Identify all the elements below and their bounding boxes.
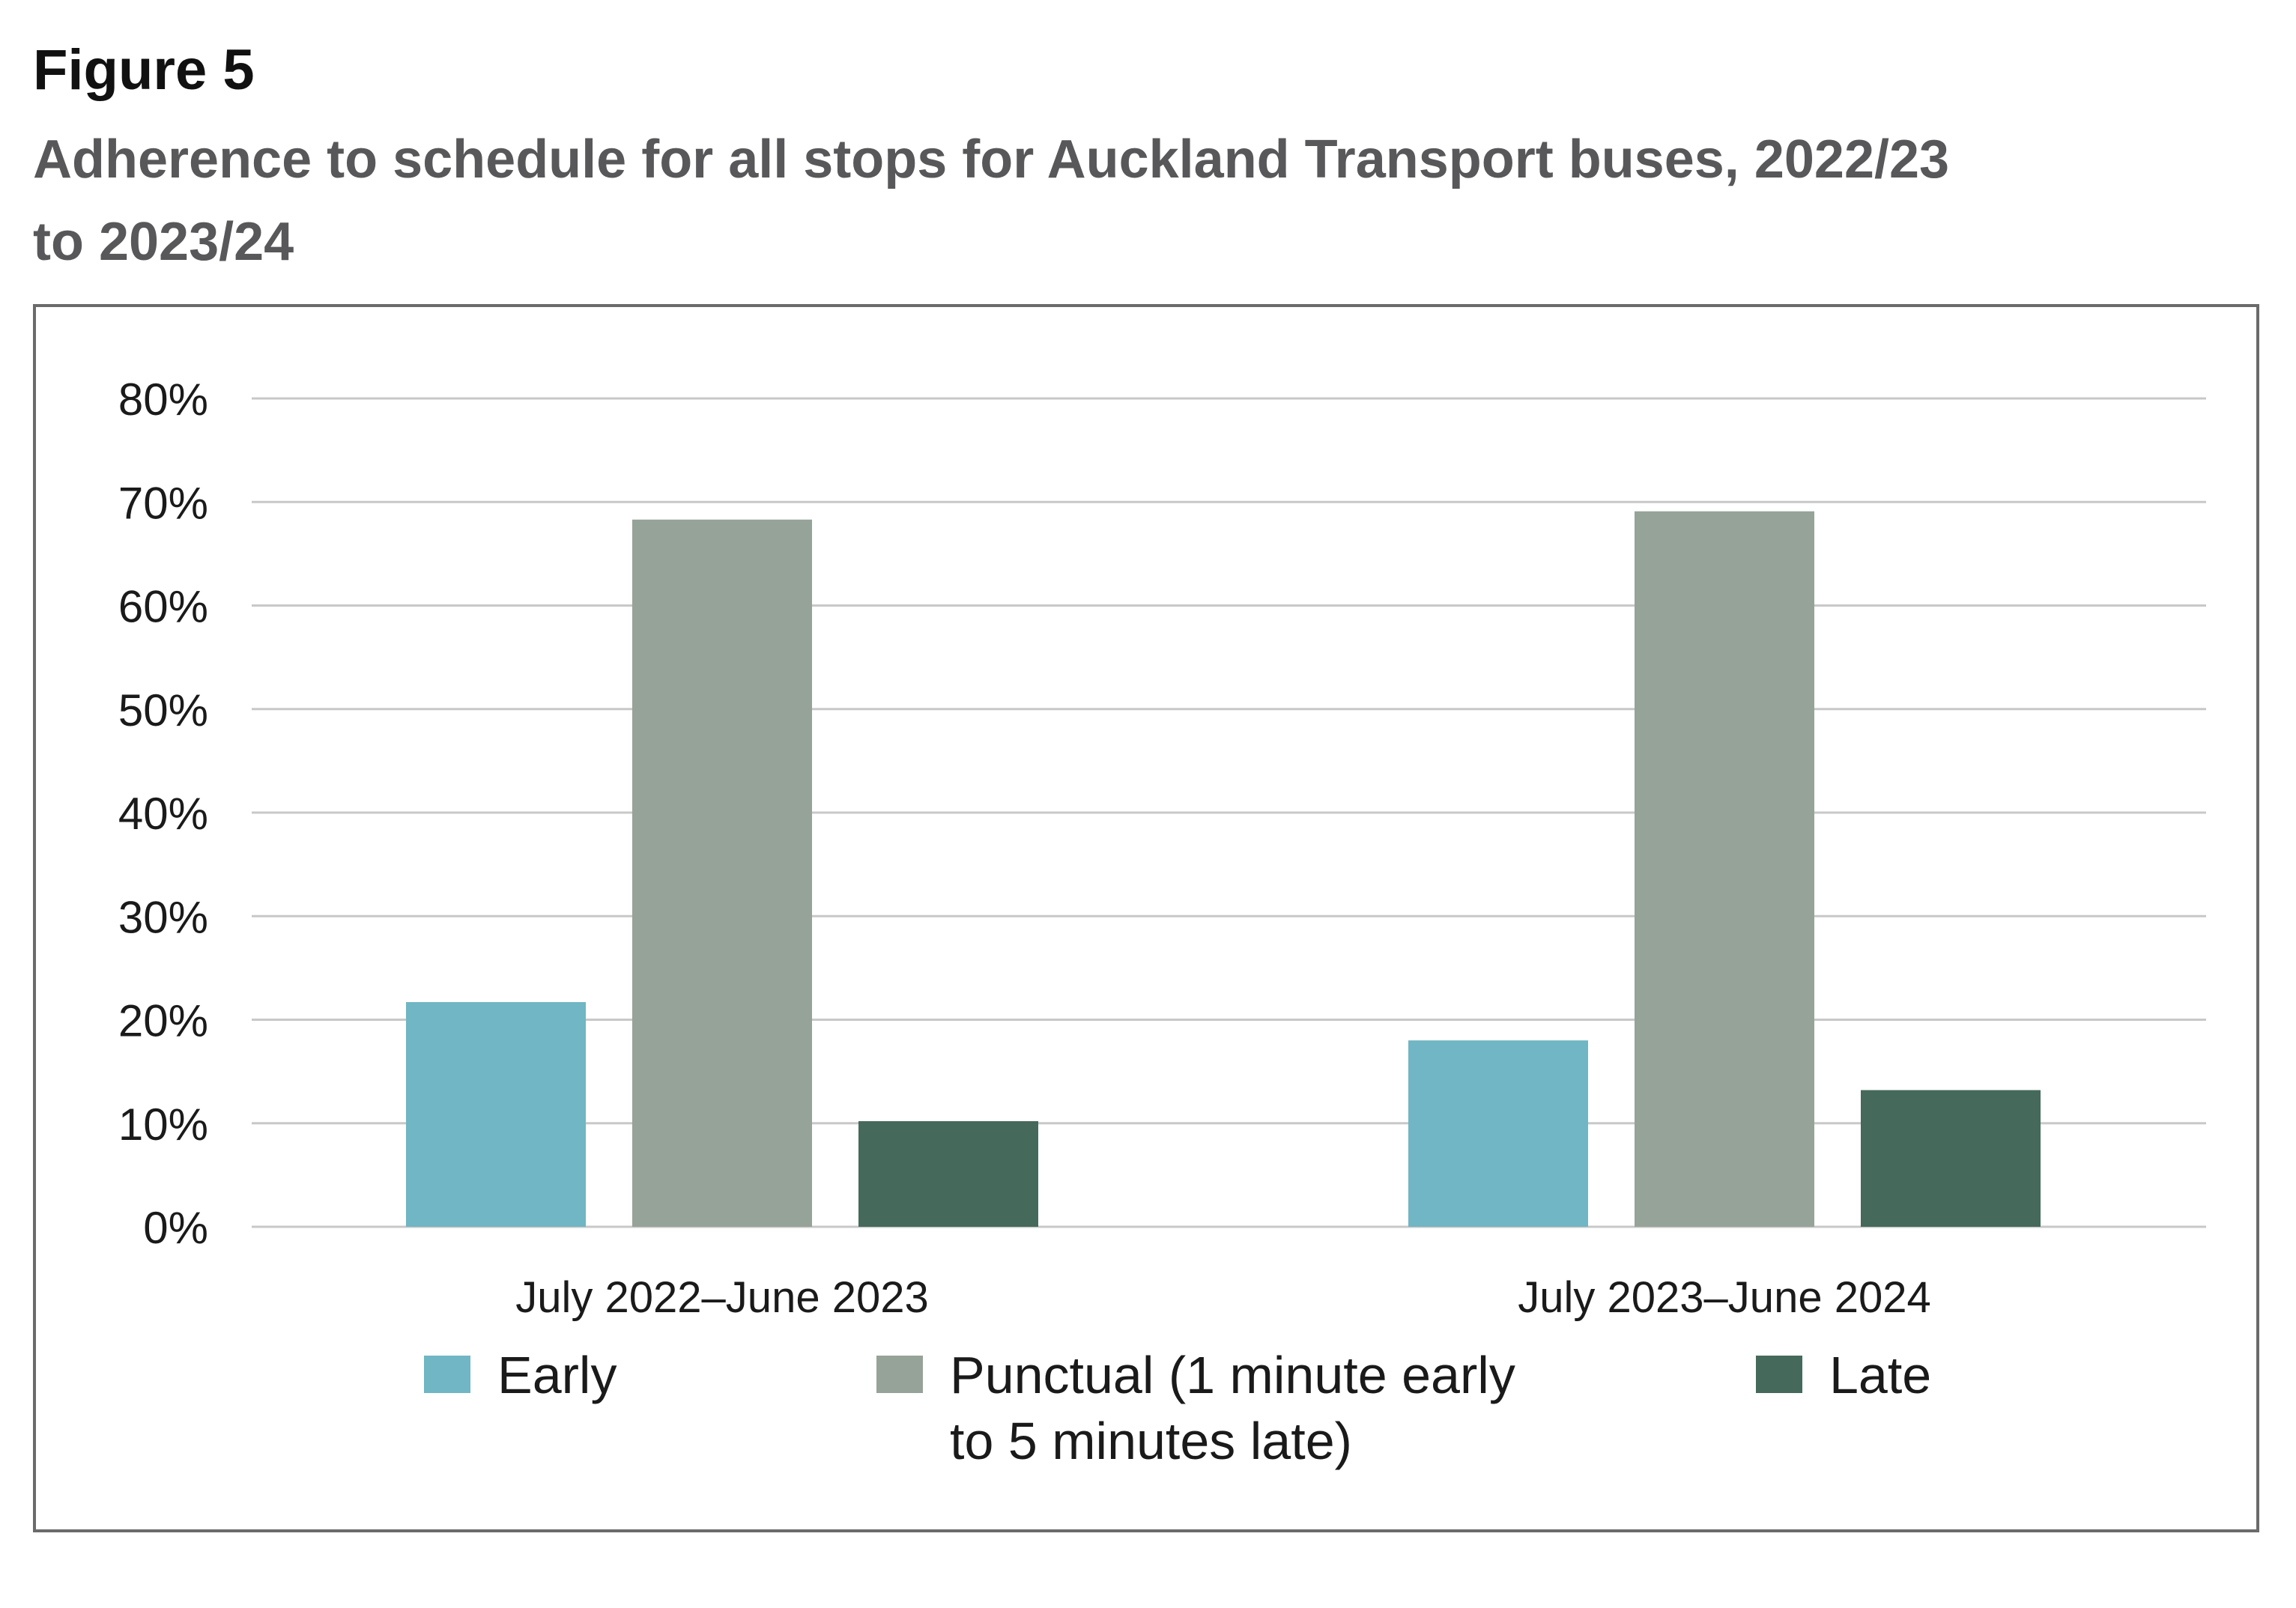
y-tick-label: 20%	[118, 996, 208, 1046]
bar-punctual	[1635, 511, 1814, 1227]
legend-label-early: Early	[497, 1342, 617, 1408]
figure-label: Figure 5	[33, 38, 255, 102]
y-tick-label: 80%	[118, 374, 208, 425]
legend-label-punctual: Punctual (1 minute early to 5 minutes la…	[950, 1342, 1515, 1474]
legend-label-punctual-line1: Punctual (1 minute early	[950, 1346, 1515, 1404]
bar-early	[1408, 1040, 1588, 1227]
legend-swatch-early	[424, 1356, 470, 1393]
legend-item-late: Late	[1756, 1342, 1931, 1408]
y-tick-label: 40%	[118, 789, 208, 839]
legend-swatch-late	[1756, 1356, 1802, 1393]
legend-label-late: Late	[1829, 1342, 1931, 1408]
bar-early	[406, 1001, 586, 1227]
y-tick-label: 60%	[118, 582, 208, 632]
x-category-label: July 2023–June 2024	[1518, 1273, 1930, 1322]
y-tick-label: 10%	[118, 1099, 208, 1150]
x-axis: July 2022–June 2023 July 2023–June 2024	[515, 1273, 1930, 1322]
x-category-label: July 2022–June 2023	[515, 1273, 928, 1322]
y-axis: 0% 10% 20% 30% 40% 50% 60% 70% 80%	[118, 374, 208, 1253]
chart-title: Adherence to schedule for all stops for …	[33, 130, 1950, 272]
legend-label-punctual-line2: to 5 minutes late)	[950, 1412, 1352, 1470]
bar-late	[858, 1120, 1038, 1227]
y-tick-label: 70%	[118, 478, 208, 528]
y-tick-label: 30%	[118, 892, 208, 942]
bar-punctual	[632, 519, 812, 1227]
bars	[406, 511, 2041, 1227]
y-tick-label: 0%	[143, 1203, 208, 1253]
chart-frame	[33, 304, 2259, 1532]
legend-item-early: Early	[424, 1342, 617, 1408]
legend-swatch-punctual	[876, 1356, 923, 1393]
y-tick-label: 50%	[118, 685, 208, 735]
legend-label-late-line1: Late	[1829, 1346, 1932, 1404]
legend-item-punctual: Punctual (1 minute early to 5 minutes la…	[876, 1342, 1515, 1474]
bar-late	[1861, 1090, 2041, 1227]
legend-label-early-line1: Early	[497, 1346, 617, 1404]
